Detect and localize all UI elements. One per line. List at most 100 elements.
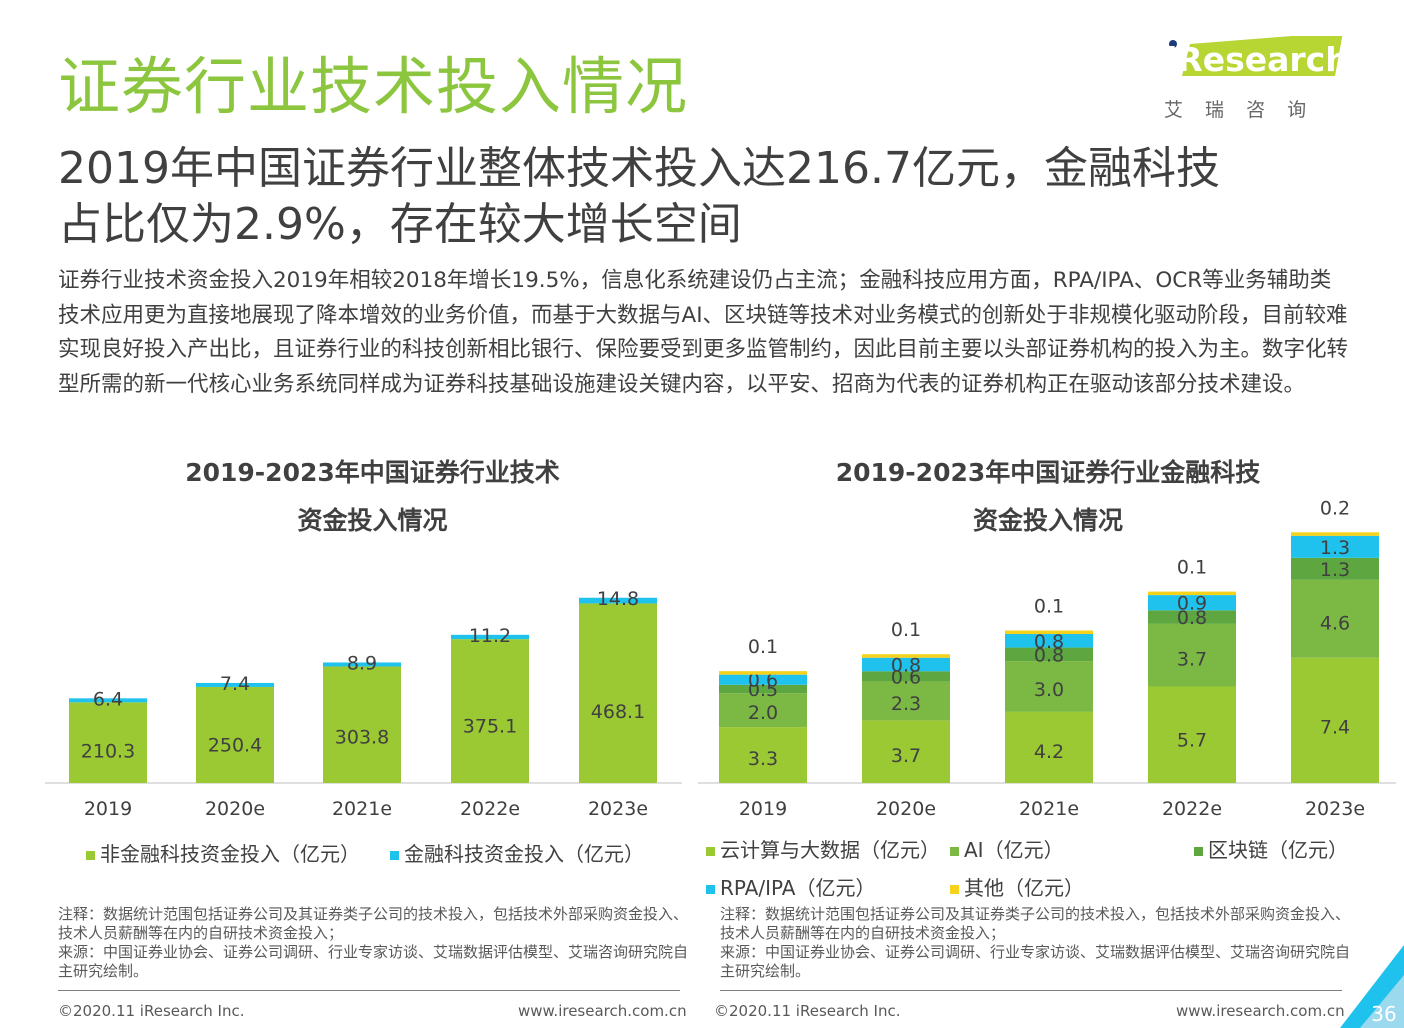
footer-url-left[interactable]: www.iresearch.com.cn: [518, 1002, 687, 1020]
chart1-label-nonfintech: 375.1: [463, 715, 517, 737]
legend-swatch: [1194, 847, 1203, 856]
chart1-label-fintech: 6.4: [93, 688, 123, 710]
chart2-label-rpa-ipa: 0.8: [891, 654, 921, 676]
chart2-label-blockchain: 0.8: [1034, 644, 1064, 666]
chart2-legend-item-3: 区块链（亿元）: [1194, 834, 1348, 863]
chart2-label-cloud-bigdata: 5.7: [1177, 730, 1207, 752]
chart2-bar-ai: [1148, 623, 1236, 687]
chart2-tick-label: 2023e: [1305, 798, 1365, 820]
chart2-label-other: 0.2: [1320, 497, 1350, 519]
chart1-label-nonfintech: 250.4: [208, 735, 262, 757]
chart2-bar-cloud-bigdata: [719, 727, 807, 783]
chart1-bar-nonfintech: [579, 603, 657, 783]
chart2-note-text: 注释：数据统计范围包括证券公司及其证券类子公司的技术投入，包括技术外部采购资金投…: [720, 905, 1351, 942]
legend-label: 金融科技资金投入（亿元）: [404, 842, 644, 866]
chart1-bar-fintech: [323, 662, 401, 667]
chart2-legend-item-2: AI（亿元）: [950, 834, 1064, 863]
body-paragraph: 证券行业技术资金投入2019年相较2018年增长19.5%，信息化系统建设仍占主…: [58, 268, 1349, 397]
legend-label: 区块链（亿元）: [1208, 838, 1348, 862]
chart2-label-blockchain: 0.6: [891, 666, 921, 688]
chart2-tick-label: 2020e: [876, 798, 936, 820]
chart2-label-ai: 3.7: [1177, 648, 1207, 670]
chart1-label-fintech: 11.2: [469, 625, 511, 647]
chart2-label-cloud-bigdata: 3.7: [891, 745, 921, 767]
legend-label: AI（亿元）: [964, 838, 1064, 862]
legend-label: 其他（亿元）: [964, 876, 1084, 900]
chart2-title-line2: 资金投入情况: [972, 506, 1123, 535]
chart1-bar-nonfintech: [323, 666, 401, 783]
chart2-label-other: 0.1: [748, 636, 778, 658]
footer-divider-left: [58, 990, 680, 991]
chart2-label-rpa-ipa: 0.6: [748, 670, 778, 692]
chart2-bar-blockchain: [1005, 647, 1093, 662]
legend-swatch: [950, 885, 959, 894]
chart2-bar-rpa-ipa: [1005, 634, 1093, 648]
chart1-tick-label: 2023e: [588, 798, 648, 820]
chart1-source-text: 来源：中国证券业协会、证券公司调研、行业专家访谈、艾瑞数据评估模型、艾瑞咨询研究…: [58, 943, 689, 980]
legend-swatch: [706, 847, 715, 856]
footer-copyright-right: ©2020.11 iResearch Inc.: [714, 1002, 901, 1020]
legend-swatch: [390, 851, 399, 860]
chart2-label-rpa-ipa: 1.3: [1320, 537, 1350, 559]
chart1-bar-fintech: [451, 634, 529, 640]
chart1-legend-item-2: 金融科技资金投入（亿元）: [390, 838, 644, 867]
chart2-tick-label: 2022e: [1162, 798, 1222, 820]
chart1-title-line2: 资金投入情况: [297, 506, 448, 535]
chart2-label-ai: 2.3: [891, 693, 921, 715]
chart1-bar-nonfintech: [196, 686, 274, 783]
chart1-bar-fintech: [579, 597, 657, 604]
chart2-legend-item-1: 云计算与大数据（亿元）: [706, 834, 940, 863]
chart1-legend-item-1: 非金融科技资金投入（亿元）: [86, 838, 360, 867]
legend-swatch: [706, 885, 715, 894]
chart2-bar-cloud-bigdata: [1148, 686, 1236, 783]
subtitle-line-2: 占比仅为2.9%，存在较大增长空间: [58, 199, 742, 250]
chart1-label-nonfintech: 303.8: [335, 726, 389, 748]
chart2-bar-blockchain: [1148, 610, 1236, 624]
chart2-bar-cloud-bigdata: [862, 720, 950, 783]
chart2-label-other: 0.1: [1034, 596, 1064, 618]
chart1-note: 注释：数据统计范围包括证券公司及其证券类子公司的技术投入，包括技术外部采购资金投…: [58, 905, 688, 981]
iresearch-logo: iResearch 艾 瑞 咨 询: [1164, 36, 1345, 121]
footer-url-right[interactable]: www.iresearch.com.cn: [1176, 1002, 1345, 1020]
chart1-tick-label: 2020e: [205, 798, 265, 820]
chart2-note: 注释：数据统计范围包括证券公司及其证券类子公司的技术投入，包括技术外部采购资金投…: [720, 905, 1350, 981]
chart2-label-other: 0.1: [1177, 557, 1207, 579]
page-number: 36: [1371, 1002, 1396, 1026]
chart2-legend-item-4: RPA/IPA（亿元）: [706, 872, 875, 901]
chart1-label-nonfintech: 210.3: [81, 741, 135, 763]
subtitle-line-1: 2019年中国证券行业整体技术投入达216.7亿元，金融科技: [58, 143, 1220, 194]
chart2-bar-other: [862, 654, 950, 658]
legend-label: 非金融科技资金投入（亿元）: [100, 842, 360, 866]
chart1-label-fintech: 14.8: [597, 588, 639, 610]
chart2-bar-other: [1291, 532, 1379, 536]
chart2-bar-rpa-ipa: [1291, 535, 1379, 558]
logo-cn-text: 艾 瑞 咨 询: [1164, 99, 1314, 121]
chart2-bar-other: [719, 671, 807, 675]
chart2-tick-label: 2019: [739, 798, 787, 820]
chart1-plot: 210.3 6.4 2019 250.4 7.4 2020e 303.8 8.9 2021e 37…: [45, 588, 682, 820]
chart2-tick-label: 2021e: [1019, 798, 1079, 820]
chart2-label-cloud-bigdata: 7.4: [1320, 717, 1350, 739]
chart2-bar-rpa-ipa: [719, 674, 807, 685]
chart1-label-fintech: 7.4: [220, 673, 250, 695]
chart2-bar-blockchain: [862, 671, 950, 682]
chart1-label-nonfintech: 468.1: [591, 701, 645, 723]
chart1-note-text: 注释：数据统计范围包括证券公司及其证券类子公司的技术投入，包括技术外部采购资金投…: [58, 905, 689, 942]
chart2-bar-rpa-ipa: [1148, 595, 1236, 611]
chart2-bar-blockchain: [719, 684, 807, 694]
page-corner-decoration: 36: [1340, 945, 1404, 1028]
footer-copyright-left: ©2020.11 iResearch Inc.: [58, 1002, 245, 1020]
chart1-tick-label: 2019: [84, 798, 132, 820]
chart2-bar-ai: [862, 681, 950, 721]
chart2-label-rpa-ipa: 0.9: [1177, 593, 1207, 615]
chart1-label-fintech: 8.9: [347, 652, 377, 674]
legend-swatch: [86, 851, 95, 860]
chart1-tick-label: 2022e: [460, 798, 520, 820]
chart2-bar-other: [1148, 591, 1236, 596]
chart2-bar-ai: [1005, 661, 1093, 712]
chart2-bar-blockchain: [1291, 557, 1379, 580]
chart1-bar-fintech: [69, 698, 147, 703]
chart2-bar-other: [1005, 630, 1093, 635]
chart2-source-text: 来源：中国证券业协会、证券公司调研、行业专家访谈、艾瑞数据评估模型、艾瑞咨询研究…: [720, 943, 1351, 980]
chart2-bar-cloud-bigdata: [1005, 711, 1093, 783]
